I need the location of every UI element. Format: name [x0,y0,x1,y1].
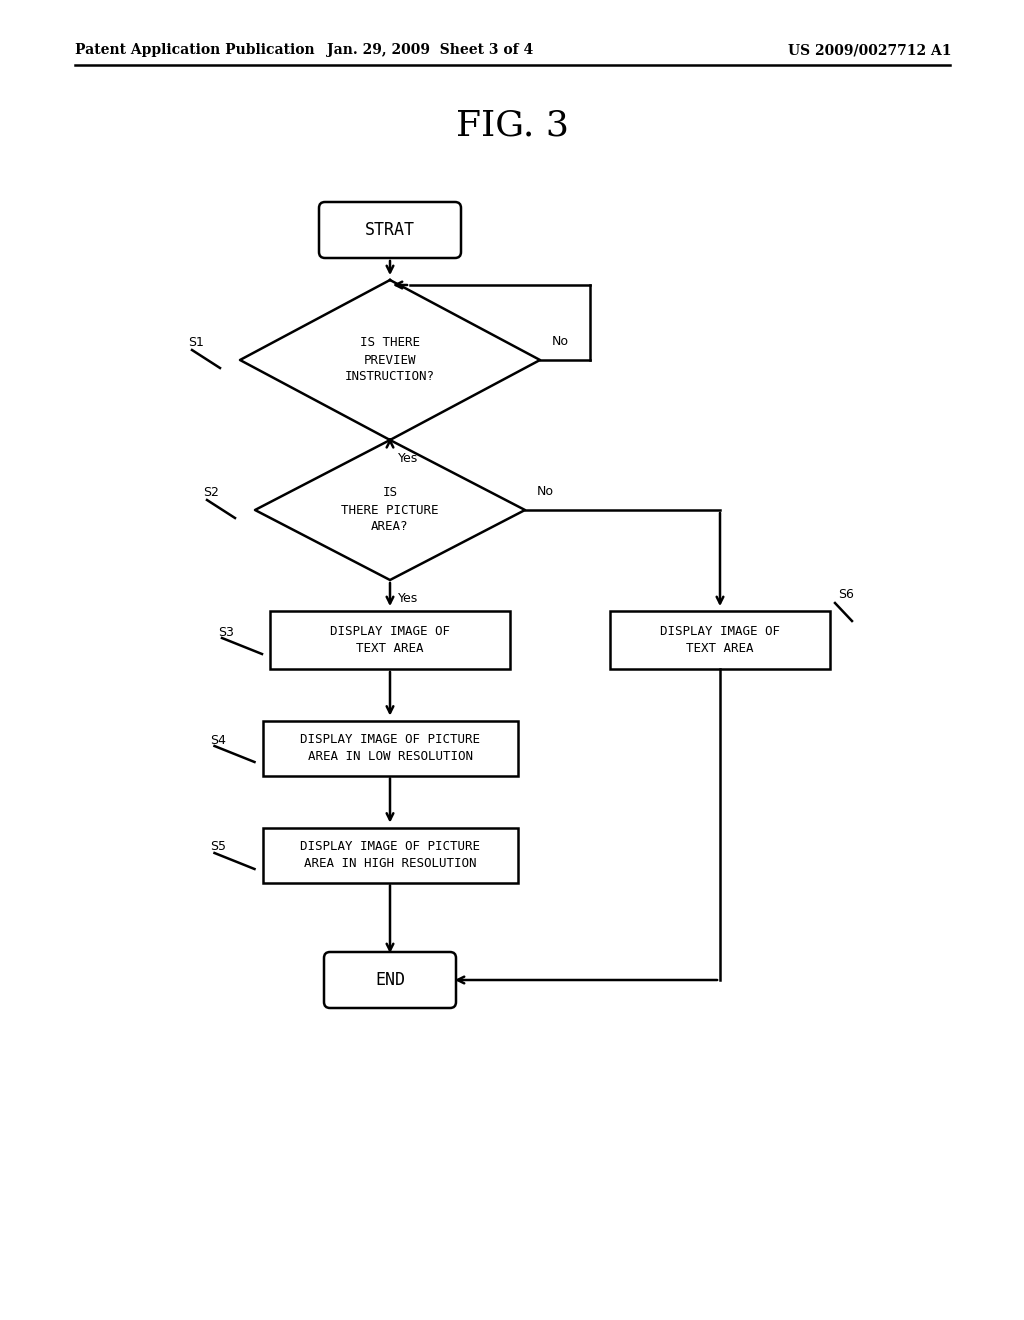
Text: DISPLAY IMAGE OF
TEXT AREA: DISPLAY IMAGE OF TEXT AREA [660,624,780,655]
Text: DISPLAY IMAGE OF
TEXT AREA: DISPLAY IMAGE OF TEXT AREA [330,624,450,655]
Text: S5: S5 [211,841,226,854]
Text: STRAT: STRAT [365,220,415,239]
Text: S6: S6 [838,587,854,601]
Text: END: END [375,972,406,989]
Text: US 2009/0027712 A1: US 2009/0027712 A1 [788,44,951,57]
Text: Yes: Yes [398,591,418,605]
Text: IS THERE
PREVIEW
INSTRUCTION?: IS THERE PREVIEW INSTRUCTION? [345,337,435,384]
Bar [270,611,510,669]
Text: FIG. 3: FIG. 3 [456,108,568,143]
Text: DISPLAY IMAGE OF PICTURE
AREA IN LOW RESOLUTION: DISPLAY IMAGE OF PICTURE AREA IN LOW RES… [300,733,480,763]
Text: S3: S3 [218,626,233,639]
Text: DISPLAY IMAGE OF PICTURE
AREA IN HIGH RESOLUTION: DISPLAY IMAGE OF PICTURE AREA IN HIGH RE… [300,840,480,870]
Polygon shape [255,440,525,579]
Bar [610,611,830,669]
Polygon shape [240,280,540,440]
Text: Yes: Yes [398,451,418,465]
Text: S2: S2 [203,486,219,499]
Text: S1: S1 [188,335,204,348]
Text: No: No [552,335,569,348]
FancyBboxPatch shape [324,952,456,1008]
Text: Patent Application Publication: Patent Application Publication [75,44,314,57]
Text: IS
THERE PICTURE
AREA?: IS THERE PICTURE AREA? [341,487,438,533]
Text: Jan. 29, 2009  Sheet 3 of 4: Jan. 29, 2009 Sheet 3 of 4 [327,44,534,57]
Text: No: No [537,484,554,498]
FancyBboxPatch shape [319,202,461,257]
Bar [262,721,517,776]
Text: S4: S4 [211,734,226,747]
Bar [262,828,517,883]
